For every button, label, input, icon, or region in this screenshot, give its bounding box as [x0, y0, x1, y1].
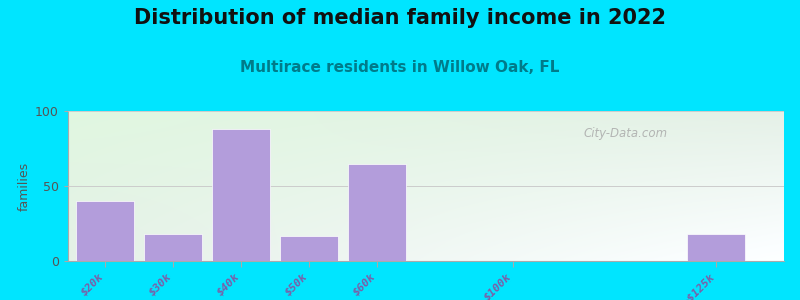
- Bar: [687, 234, 745, 261]
- Y-axis label: families: families: [18, 161, 31, 211]
- Text: City-Data.com: City-Data.com: [583, 127, 668, 140]
- Bar: [348, 164, 406, 261]
- Text: Distribution of median family income in 2022: Distribution of median family income in …: [134, 8, 666, 28]
- Bar: [144, 234, 202, 261]
- Bar: [280, 236, 338, 261]
- Bar: [212, 129, 270, 261]
- Bar: [77, 201, 134, 261]
- Text: Multirace residents in Willow Oak, FL: Multirace residents in Willow Oak, FL: [240, 60, 560, 75]
